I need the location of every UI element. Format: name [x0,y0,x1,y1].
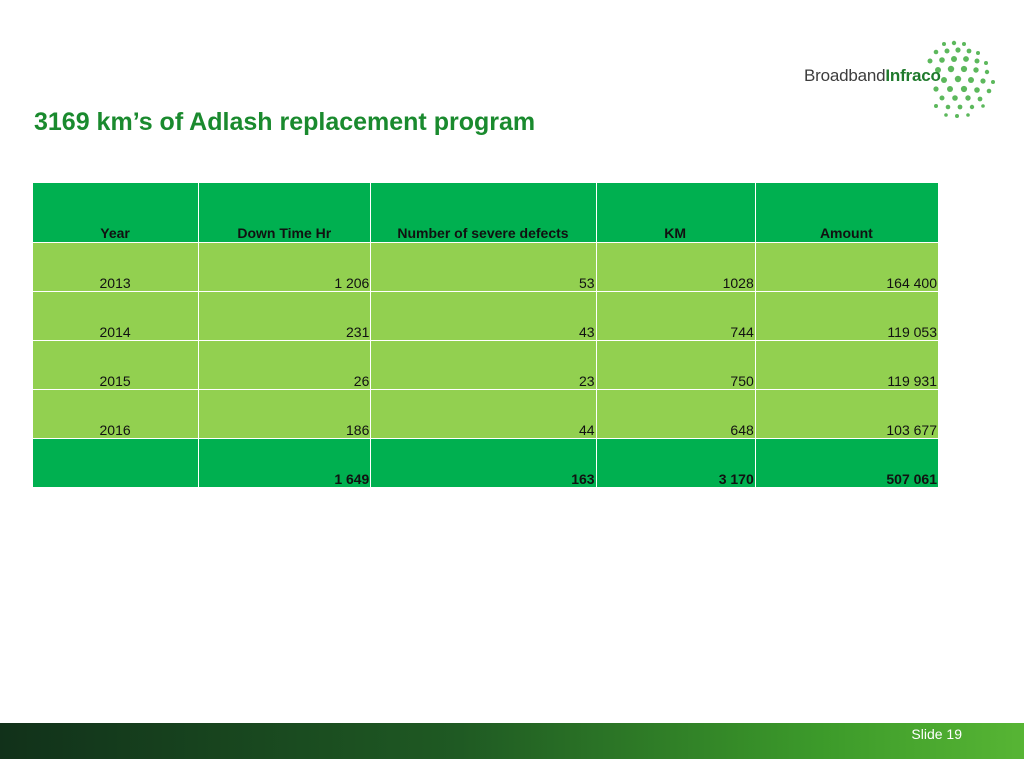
table-row: 2016 186 44 648 103 677 [31,389,940,439]
header-km: KM [595,182,756,243]
table-total-row: 1 649 163 3 170 507 061 [31,438,940,488]
header-down-time-hr: Down Time Hr [198,182,372,243]
broadband-infraco-logo: BroadbandInfraco [804,40,996,120]
cell-km: 1028 [595,242,756,292]
header-year: Year [31,182,200,243]
cell-amount: 119 053 [754,291,940,341]
cell-down-time: 231 [198,291,372,341]
cell-km: 750 [595,340,756,390]
header-amount: Amount [754,182,940,243]
logo-wordmark: BroadbandInfraco [804,66,941,86]
logo-text-infraco: Infraco [885,66,941,85]
cell-amount: 103 677 [754,389,940,439]
dot-globe-icon [927,40,995,118]
cell-km: 648 [595,389,756,439]
replacement-program-table: Year Down Time Hr Number of severe defec… [31,182,940,488]
total-cell-down-time: 1 649 [198,438,372,488]
logo-text-broadband: Broadband [804,66,886,85]
slide-title: 3169 km’s of Adlash replacement program [34,108,536,136]
table-row: 2013 1 206 53 1028 164 400 [31,242,940,292]
cell-defects: 43 [370,291,597,341]
header-severe-defects: Number of severe defects [370,182,597,243]
cell-amount: 164 400 [754,242,940,292]
cell-year: 2013 [31,242,200,292]
cell-down-time: 26 [198,340,372,390]
cell-defects: 53 [370,242,597,292]
cell-down-time: 186 [198,389,372,439]
footer-bar: Slide 19 [0,723,1024,759]
cell-amount: 119 931 [754,340,940,390]
cell-defects: 23 [370,340,597,390]
cell-defects: 44 [370,389,597,439]
total-cell-year [31,438,200,488]
cell-year: 2015 [31,340,200,390]
table-row: 2015 26 23 750 119 931 [31,340,940,390]
total-cell-amount: 507 061 [754,438,940,488]
slide-number: Slide 19 [911,726,962,742]
table-header-row: Year Down Time Hr Number of severe defec… [31,182,940,243]
cell-km: 744 [595,291,756,341]
cell-down-time: 1 206 [198,242,372,292]
total-cell-defects: 163 [370,438,597,488]
cell-year: 2016 [31,389,200,439]
total-cell-km: 3 170 [595,438,756,488]
cell-year: 2014 [31,291,200,341]
table-row: 2014 231 43 744 119 053 [31,291,940,341]
